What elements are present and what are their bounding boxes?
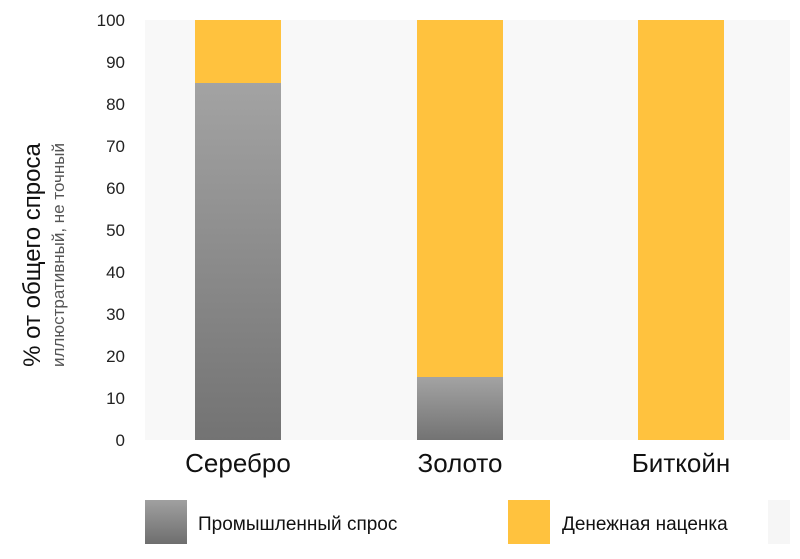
legend-swatch-monetary bbox=[508, 500, 550, 544]
y-tick-label: 80 bbox=[106, 95, 125, 114]
category-label: Серебро bbox=[185, 448, 291, 478]
bar-segment-industrial bbox=[195, 83, 281, 440]
legend-swatch-industrial bbox=[145, 500, 187, 544]
bar-segment-monetary bbox=[195, 20, 281, 83]
y-tick-label: 20 bbox=[106, 347, 125, 366]
bars bbox=[195, 20, 724, 440]
legend: Промышленный спрос Денежная наценка bbox=[145, 500, 790, 544]
y-tick-label: 30 bbox=[106, 305, 125, 324]
category-label: Биткойн bbox=[632, 448, 731, 478]
x-axis-categories: Серебро Золото Биткойн bbox=[185, 448, 730, 478]
bar-segment-monetary bbox=[638, 20, 724, 440]
y-axis-sublabel: иллюстративный, не точный bbox=[49, 143, 68, 367]
y-tick-label: 90 bbox=[106, 53, 125, 72]
y-tick-label: 70 bbox=[106, 137, 125, 156]
bar-segment-industrial bbox=[417, 377, 503, 440]
legend-label-industrial: Промышленный спрос bbox=[198, 514, 397, 535]
y-tick-label: 50 bbox=[106, 221, 125, 240]
legend-end-block bbox=[768, 500, 790, 544]
category-label: Золото bbox=[417, 448, 502, 478]
y-axis-label: % от общего спроса bbox=[19, 143, 46, 367]
bar-segment-monetary bbox=[417, 20, 503, 377]
y-tick-label: 0 bbox=[116, 431, 125, 450]
y-tick-label: 10 bbox=[106, 389, 125, 408]
y-axis-ticks: 0 10 20 30 40 50 60 70 80 90 100 bbox=[97, 11, 125, 450]
legend-label-monetary: Денежная наценка bbox=[562, 514, 728, 535]
y-tick-label: 100 bbox=[97, 11, 125, 30]
y-tick-label: 60 bbox=[106, 179, 125, 198]
y-tick-label: 40 bbox=[106, 263, 125, 282]
